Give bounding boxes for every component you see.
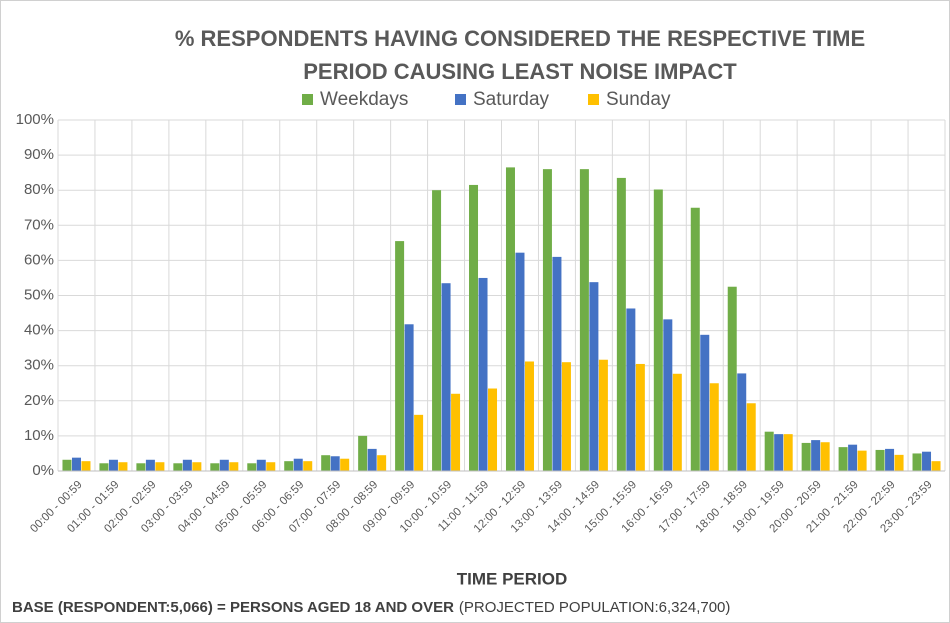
bar: [210, 463, 220, 471]
bar: [118, 462, 128, 471]
bar: [746, 403, 756, 471]
y-tick-label: 0%: [32, 462, 54, 479]
bar: [182, 459, 192, 471]
bar: [838, 447, 848, 471]
bar: [653, 189, 663, 472]
bar: [81, 461, 91, 471]
y-tick-label: 90%: [24, 146, 54, 163]
legend-label: Saturday: [473, 89, 550, 110]
footnote-bold: BASE (RESPONDENT:5,066) = PERSONS AGED 1…: [12, 599, 454, 616]
footnote: BASE (RESPONDENT:5,066) = PERSONS AGED 1…: [12, 599, 730, 616]
bar: [478, 277, 488, 471]
legend-swatch: [588, 94, 599, 105]
bar: [922, 451, 932, 471]
bar: [358, 435, 368, 471]
bar: [875, 449, 885, 471]
bar: [524, 361, 534, 471]
bar: [99, 463, 109, 471]
bar: [820, 442, 830, 471]
bar: [155, 462, 165, 471]
bar: [811, 440, 821, 471]
bar: [441, 283, 451, 471]
bar: [136, 463, 146, 471]
bar: [108, 459, 118, 471]
bar: [672, 373, 682, 471]
bar: [256, 459, 266, 471]
y-tick-label: 80%: [24, 181, 54, 198]
bar: [414, 414, 424, 471]
bar: [931, 461, 941, 471]
x-axis-title: TIME PERIOD: [457, 569, 568, 588]
bar: [801, 442, 811, 471]
bar: [229, 462, 239, 471]
bar: [62, 459, 72, 471]
bar: [192, 462, 202, 471]
bar: [709, 383, 719, 471]
bar: [367, 448, 377, 471]
bar: [451, 393, 461, 471]
bar: [552, 256, 562, 471]
bar: [71, 457, 81, 471]
bar: [330, 456, 340, 471]
y-tick-label: 10%: [24, 427, 54, 444]
bar: [173, 463, 183, 471]
footnote-normal: (PROJECTED POPULATION:6,324,700): [459, 599, 730, 616]
bar: [616, 177, 626, 472]
bar: [700, 334, 710, 471]
bar: [488, 388, 498, 471]
bar: [293, 458, 303, 471]
bar: [764, 431, 774, 471]
legend-label: Weekdays: [320, 89, 408, 110]
bar: [145, 459, 155, 471]
bar: [885, 448, 895, 471]
y-tick-label: 70%: [24, 216, 54, 233]
bar: [432, 190, 442, 471]
bar: [469, 184, 479, 471]
y-tick-label: 30%: [24, 357, 54, 374]
bar: [505, 167, 515, 471]
bar: [404, 324, 414, 471]
bar: [912, 453, 922, 471]
bar: [626, 308, 636, 471]
y-tick-label: 50%: [24, 286, 54, 303]
bar: [303, 461, 313, 471]
bar: [561, 362, 571, 471]
chart-title: PERIOD CAUSING LEAST NOISE IMPACT: [303, 59, 737, 84]
bar: [690, 207, 700, 471]
legend-label: Sunday: [606, 89, 671, 110]
bar: [635, 363, 645, 471]
bar: [848, 444, 858, 471]
y-tick-label: 20%: [24, 392, 54, 409]
bar: [219, 459, 229, 471]
bar: [515, 252, 525, 471]
y-tick-label: 100%: [16, 111, 54, 128]
bar: [774, 434, 784, 471]
bar: [377, 455, 387, 471]
y-tick-label: 40%: [24, 322, 54, 339]
bar: [857, 450, 867, 471]
bar: [737, 373, 747, 471]
bar: [589, 282, 599, 471]
bar: [247, 463, 257, 471]
bar: [894, 454, 904, 471]
legend-swatch: [455, 94, 466, 105]
bar: [598, 359, 608, 471]
bar: [783, 434, 793, 471]
bar: [321, 455, 331, 471]
bar: [395, 241, 405, 471]
bar: [579, 169, 589, 471]
bar: [284, 461, 294, 471]
bar: [266, 462, 276, 471]
y-tick-label: 60%: [24, 251, 54, 268]
bar: [663, 319, 673, 471]
bar: [727, 286, 737, 471]
bar: [542, 169, 552, 471]
legend-swatch: [302, 94, 313, 105]
bar: [340, 458, 350, 471]
chart-title: % RESPONDENTS HAVING CONSIDERED THE RESP…: [175, 26, 865, 51]
